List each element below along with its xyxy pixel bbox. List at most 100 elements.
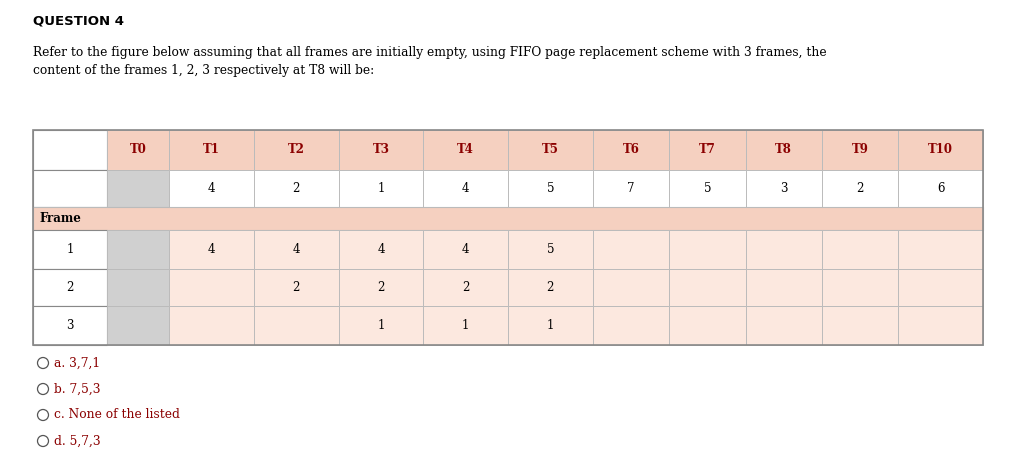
- Bar: [670, 230, 746, 269]
- Bar: [424, 170, 508, 207]
- Text: 2: 2: [547, 281, 554, 294]
- Text: 4: 4: [462, 182, 469, 195]
- Bar: [592, 230, 670, 269]
- Bar: [508, 130, 592, 170]
- Bar: [746, 306, 822, 345]
- Text: T7: T7: [699, 143, 715, 157]
- Text: 2: 2: [856, 182, 864, 195]
- Bar: [508, 170, 592, 207]
- Text: a. 3,7,1: a. 3,7,1: [55, 357, 101, 369]
- Bar: [108, 170, 170, 207]
- Bar: [592, 170, 670, 207]
- Bar: [170, 306, 254, 345]
- Text: 4: 4: [293, 243, 300, 256]
- Bar: [424, 269, 508, 306]
- Bar: [254, 170, 338, 207]
- Bar: [424, 130, 508, 170]
- Bar: [822, 130, 898, 170]
- Bar: [338, 306, 424, 345]
- Bar: [33, 130, 983, 345]
- Bar: [338, 230, 424, 269]
- Bar: [33, 170, 108, 207]
- Text: T0: T0: [130, 143, 146, 157]
- Bar: [898, 306, 983, 345]
- Text: 2: 2: [377, 281, 385, 294]
- Bar: [108, 130, 170, 170]
- Text: T9: T9: [851, 143, 869, 157]
- Bar: [592, 269, 670, 306]
- Text: 2: 2: [293, 182, 300, 195]
- Bar: [746, 269, 822, 306]
- Bar: [822, 230, 898, 269]
- Bar: [108, 306, 170, 345]
- Bar: [338, 269, 424, 306]
- Text: 1: 1: [377, 319, 385, 332]
- Text: d. 5,7,3: d. 5,7,3: [55, 434, 102, 447]
- Bar: [254, 130, 338, 170]
- Text: T3: T3: [373, 143, 389, 157]
- Text: 1: 1: [66, 243, 74, 256]
- Text: T4: T4: [457, 143, 474, 157]
- Bar: [33, 269, 108, 306]
- Circle shape: [38, 358, 49, 368]
- Text: T8: T8: [775, 143, 792, 157]
- Bar: [898, 230, 983, 269]
- Bar: [33, 207, 983, 230]
- Text: b. 7,5,3: b. 7,5,3: [55, 383, 101, 395]
- Bar: [33, 230, 108, 269]
- Bar: [338, 170, 424, 207]
- Bar: [822, 306, 898, 345]
- Bar: [508, 230, 592, 269]
- Text: QUESTION 4: QUESTION 4: [33, 14, 124, 27]
- Text: 5: 5: [547, 182, 554, 195]
- Text: 2: 2: [462, 281, 469, 294]
- Bar: [170, 170, 254, 207]
- Bar: [822, 269, 898, 306]
- Bar: [33, 130, 108, 170]
- Bar: [170, 130, 254, 170]
- Text: T1: T1: [203, 143, 220, 157]
- Bar: [670, 269, 746, 306]
- Bar: [108, 230, 170, 269]
- Text: content of the frames 1, 2, 3 respectively at T8 will be:: content of the frames 1, 2, 3 respective…: [33, 64, 374, 77]
- Bar: [746, 170, 822, 207]
- Bar: [33, 306, 108, 345]
- Circle shape: [38, 409, 49, 421]
- Text: 1: 1: [547, 319, 554, 332]
- Circle shape: [38, 384, 49, 394]
- Text: Frame: Frame: [39, 212, 81, 225]
- Text: 7: 7: [627, 182, 635, 195]
- Bar: [592, 130, 670, 170]
- Text: 4: 4: [462, 243, 469, 256]
- Text: 4: 4: [208, 182, 215, 195]
- Bar: [822, 170, 898, 207]
- Bar: [424, 230, 508, 269]
- Bar: [592, 306, 670, 345]
- Text: T6: T6: [623, 143, 639, 157]
- Bar: [898, 269, 983, 306]
- Circle shape: [38, 436, 49, 446]
- Text: 3: 3: [66, 319, 74, 332]
- Bar: [746, 130, 822, 170]
- Bar: [338, 130, 424, 170]
- Bar: [254, 269, 338, 306]
- Text: 6: 6: [937, 182, 945, 195]
- Text: T5: T5: [542, 143, 559, 157]
- Text: 4: 4: [208, 243, 215, 256]
- Text: 2: 2: [293, 281, 300, 294]
- Text: 3: 3: [780, 182, 787, 195]
- Bar: [254, 230, 338, 269]
- Text: T10: T10: [929, 143, 953, 157]
- Bar: [746, 230, 822, 269]
- Bar: [508, 269, 592, 306]
- Text: 4: 4: [377, 243, 385, 256]
- Bar: [670, 130, 746, 170]
- Bar: [508, 306, 592, 345]
- Bar: [670, 306, 746, 345]
- Text: 1: 1: [462, 319, 469, 332]
- Text: 1: 1: [377, 182, 385, 195]
- Bar: [898, 130, 983, 170]
- Text: 5: 5: [547, 243, 554, 256]
- Text: 5: 5: [703, 182, 711, 195]
- Bar: [108, 269, 170, 306]
